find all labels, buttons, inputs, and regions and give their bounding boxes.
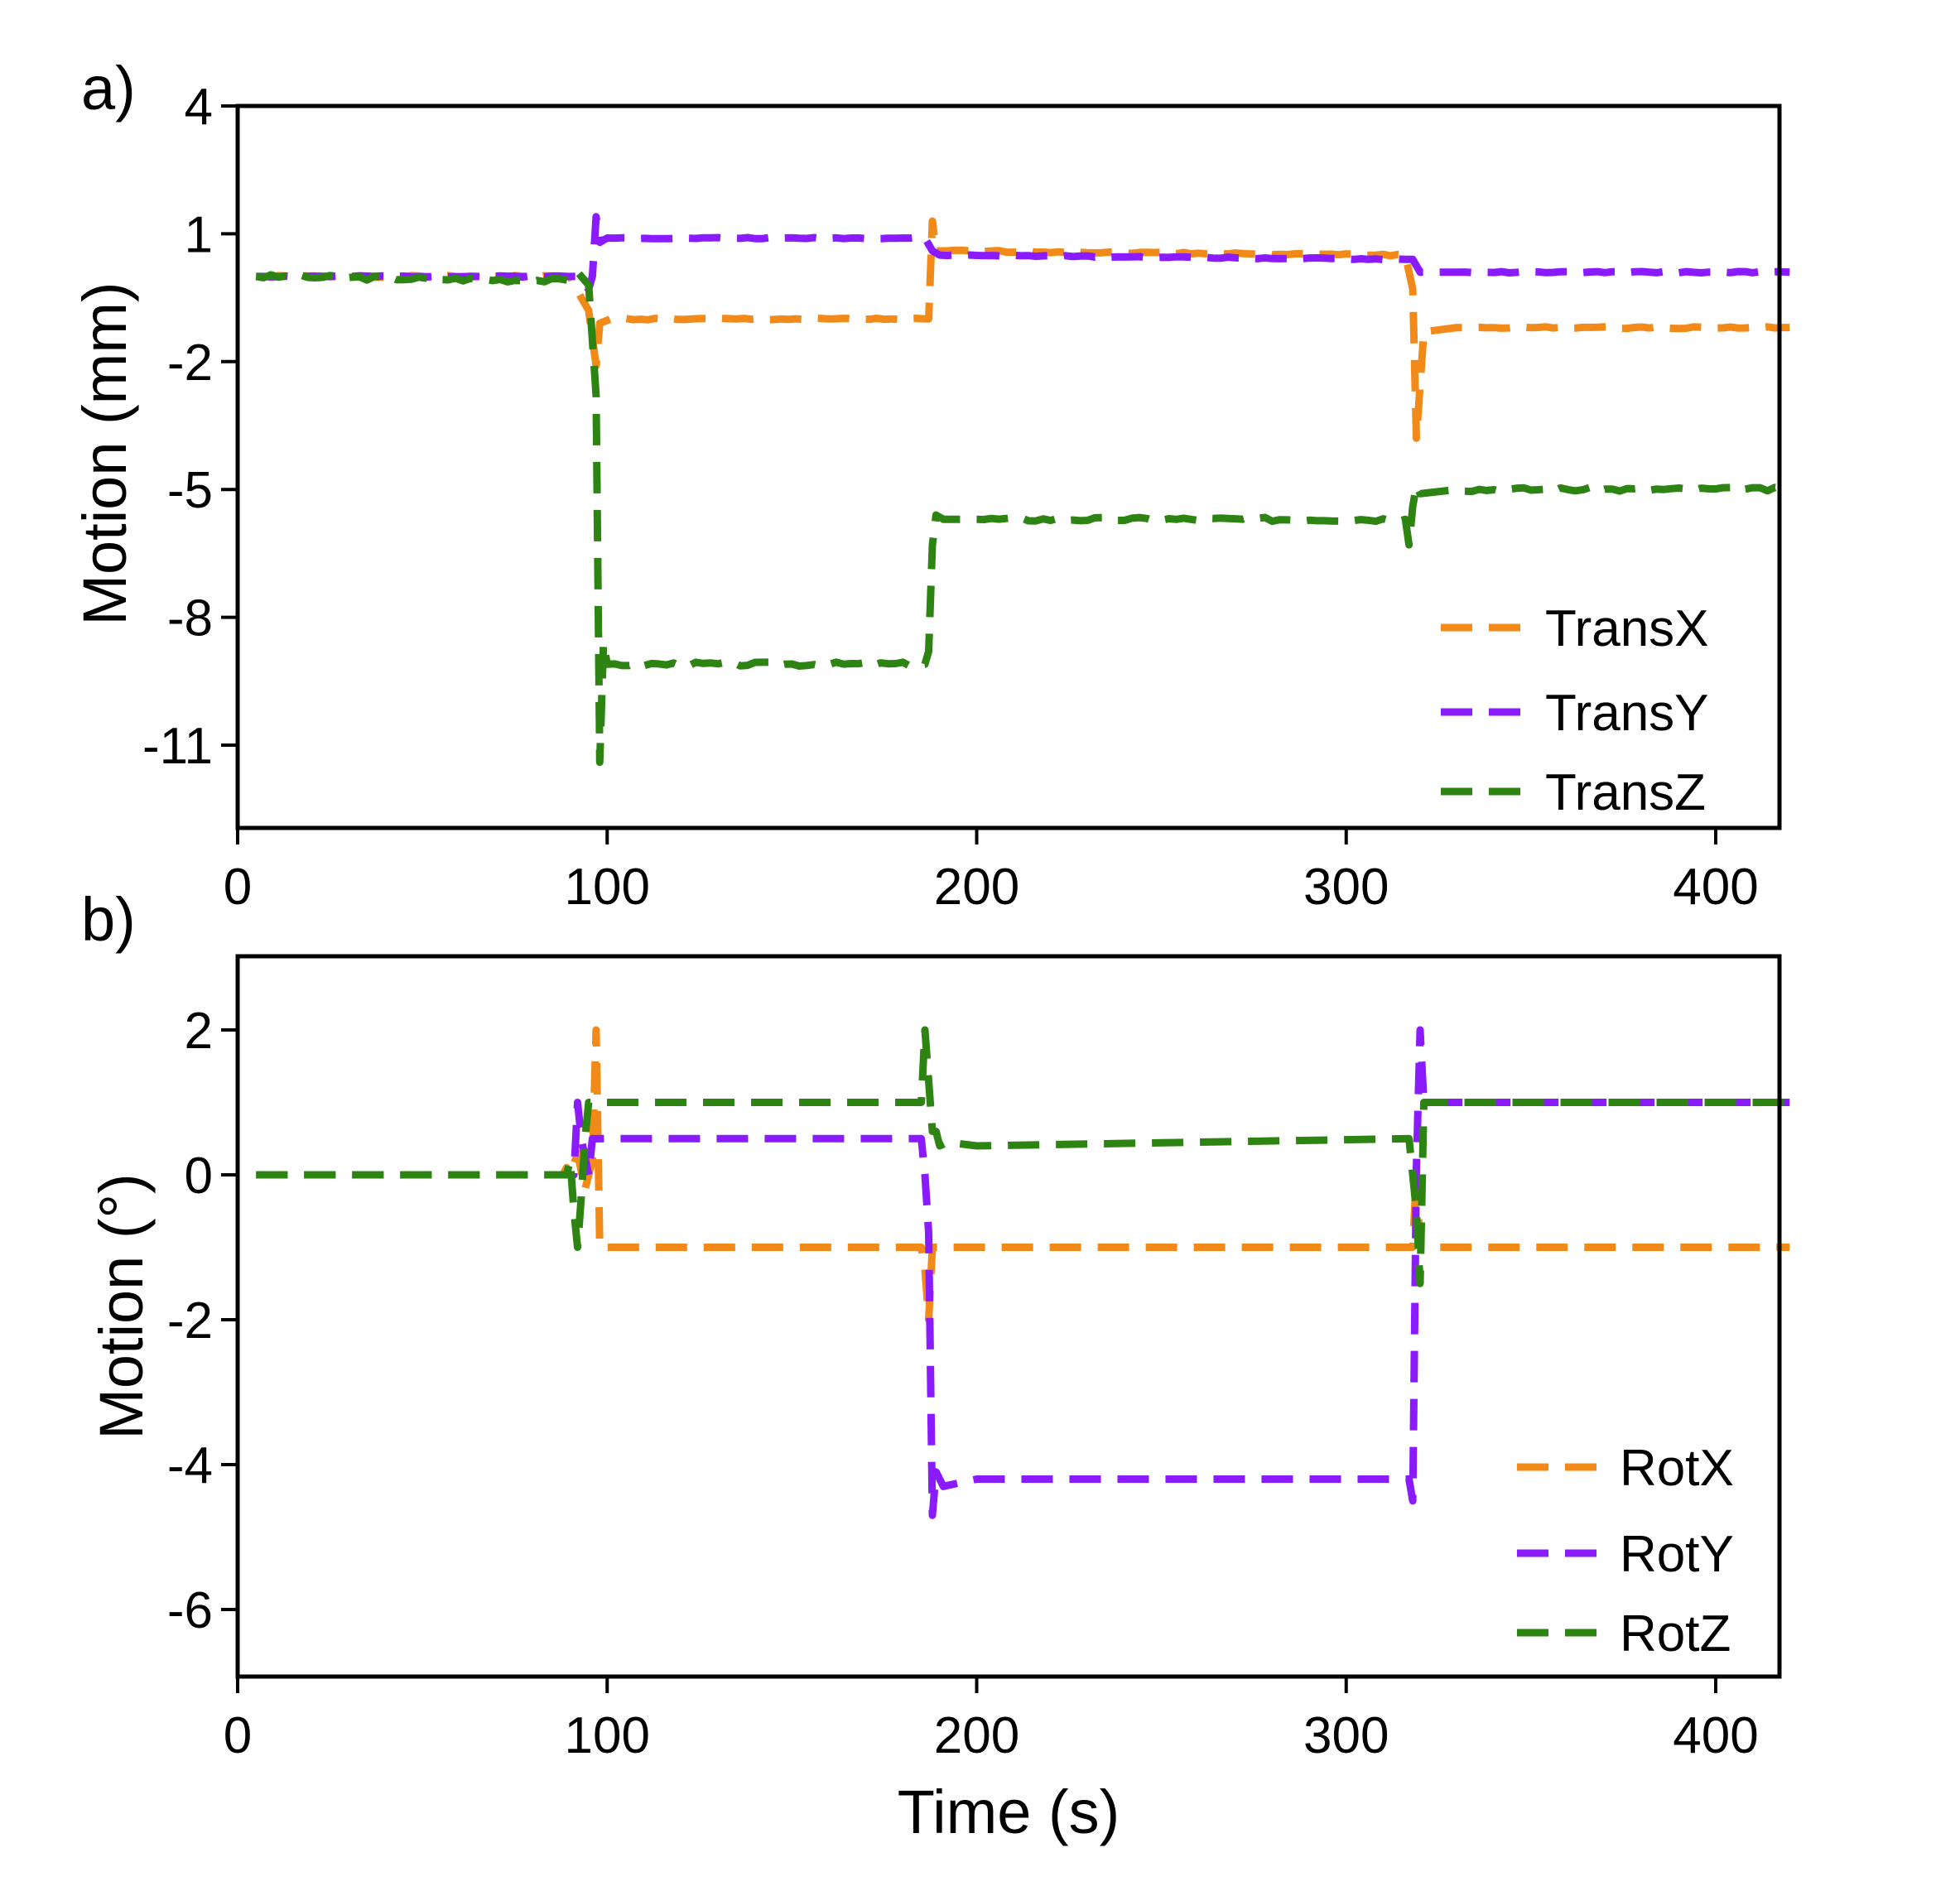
y-tick-label: 1 xyxy=(185,206,213,263)
legend-label-transx: TransX xyxy=(1545,600,1709,657)
x-tick-label: 300 xyxy=(1303,859,1389,916)
x-tick-label: 0 xyxy=(224,859,252,916)
panel-a-frame xyxy=(235,103,1782,830)
x-tick-label: 100 xyxy=(565,1707,650,1764)
y-tick-label: 2 xyxy=(185,1003,213,1060)
panel-b-legend: RotX RotY RotZ xyxy=(1517,1440,1734,1662)
y-tick-label: -4 xyxy=(167,1437,213,1494)
x-tick-label: 300 xyxy=(1303,1707,1389,1764)
x-tick-label: 100 xyxy=(565,859,650,916)
panel-a-legend: TransX TransY TransZ xyxy=(1441,600,1709,821)
panel-a-label: a) xyxy=(81,54,136,123)
y-tick-label: 0 xyxy=(185,1148,213,1205)
x-tick-label: 200 xyxy=(934,1707,1019,1764)
panel-b-ticks: 2 0 -2 -4 -6 0 100 200 300 400 xyxy=(167,1003,1759,1764)
series-rotz xyxy=(256,1026,1790,1287)
y-tick-label: -8 xyxy=(167,590,213,647)
panel-b-label: b) xyxy=(81,885,136,954)
series-rotx xyxy=(256,1026,1790,1324)
x-axis-title: Time (s) xyxy=(898,1778,1120,1846)
legend-label-transy: TransY xyxy=(1545,685,1709,742)
y-tick-label: 4 xyxy=(185,79,213,136)
x-tick-label: 400 xyxy=(1673,859,1758,916)
panel-b-ylabel: Motion (°) xyxy=(87,1173,156,1440)
legend-label-rotx: RotX xyxy=(1620,1440,1734,1497)
panel-a-ylabel: Motion (mm) xyxy=(70,281,139,625)
y-tick-label: -6 xyxy=(167,1582,213,1639)
legend-label-rotz: RotZ xyxy=(1620,1605,1731,1662)
panel-b-frame xyxy=(235,954,1782,1679)
x-tick-label: 0 xyxy=(224,1707,252,1764)
series-roty xyxy=(256,1026,1790,1519)
y-tick-label: -2 xyxy=(167,334,213,392)
legend-label-roty: RotY xyxy=(1620,1526,1734,1583)
panel-a-ticks: 4 1 -2 -5 -8 -11 0 100 200 300 400 xyxy=(142,79,1759,916)
x-tick-label: 400 xyxy=(1673,1707,1758,1764)
x-tick-label: 200 xyxy=(934,859,1019,916)
legend-label-transz: TransZ xyxy=(1545,764,1706,821)
panel-b: b) Motion (°) 2 0 -2 -4 -6 0 100 200 300 400 RotX… xyxy=(81,885,1790,1846)
series-transz xyxy=(255,268,1790,767)
series-transy xyxy=(256,213,1790,293)
panel-b-series-group xyxy=(256,1026,1790,1519)
panel-a-series-group xyxy=(255,213,1790,767)
y-tick-label: -2 xyxy=(167,1292,213,1350)
y-tick-label: -5 xyxy=(167,462,213,519)
y-tick-label: -11 xyxy=(142,718,213,775)
panel-a: a) Motion (mm) 41-2-5-8-110 100 200 300 400 … xyxy=(70,54,1790,916)
